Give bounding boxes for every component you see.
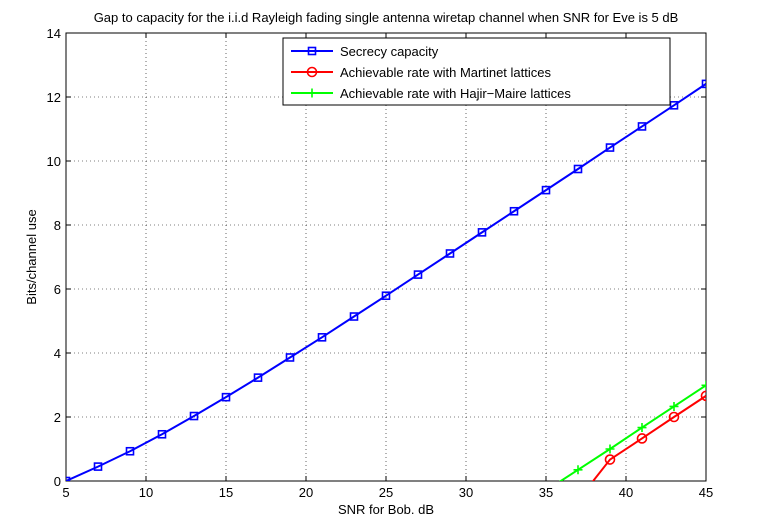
square-marker xyxy=(413,270,423,279)
legend-label: Achievable rate with Martinet lattices xyxy=(340,65,551,80)
series-line xyxy=(558,384,706,481)
square-marker xyxy=(381,291,391,301)
square-marker xyxy=(541,185,551,195)
square-marker xyxy=(317,333,327,342)
series-line xyxy=(66,83,706,481)
circle-marker xyxy=(700,390,706,402)
axis-ticks: 5 10 15 20 25 30 35 40 45 0 2 4 6 8 10 12 14 xyxy=(47,26,714,500)
x-axis-label: SNR for Bob. dB xyxy=(338,502,434,517)
circle-marker xyxy=(306,66,318,78)
circle-marker xyxy=(604,454,616,465)
square-marker xyxy=(307,46,317,56)
x-tick-label: 15 xyxy=(219,485,233,500)
square-marker xyxy=(189,411,199,421)
plus-marker xyxy=(605,444,615,454)
y-tick-label: 12 xyxy=(47,90,61,105)
square-marker xyxy=(125,446,135,456)
plus-marker xyxy=(701,380,706,390)
plus-marker xyxy=(669,401,679,411)
circle-marker xyxy=(636,433,648,444)
square-marker xyxy=(157,429,167,439)
y-axis-label: Bits/channel use xyxy=(24,209,39,304)
square-marker xyxy=(349,312,359,321)
plus-marker xyxy=(573,465,583,475)
x-tick-label: 35 xyxy=(539,485,553,500)
y-tick-label: 10 xyxy=(47,154,61,169)
legend: Secrecy capacity Achievable rate with Mar… xyxy=(282,37,671,106)
square-marker xyxy=(445,249,455,258)
square-marker xyxy=(253,373,263,382)
square-marker xyxy=(509,206,519,216)
series-line xyxy=(591,395,706,481)
legend-entry-1: Secrecy capacity xyxy=(291,44,439,59)
square-marker xyxy=(477,228,487,237)
square-marker xyxy=(605,143,615,152)
square-marker xyxy=(637,122,647,131)
legend-box xyxy=(282,37,671,106)
legend-entry-3: Achievable rate with Hajir−Maire lattice… xyxy=(291,86,571,101)
plus-marker xyxy=(307,88,317,98)
chart-title: Gap to capacity for the i.i.d Rayleigh f… xyxy=(94,10,679,25)
plus-marker xyxy=(637,423,647,433)
y-tick-label: 14 xyxy=(47,26,61,41)
x-tick-label: 20 xyxy=(299,485,313,500)
legend-label: Achievable rate with Hajir−Maire lattice… xyxy=(340,86,571,101)
series-group xyxy=(66,79,706,481)
circle-marker xyxy=(668,411,680,423)
square-marker xyxy=(285,353,295,362)
square-marker xyxy=(93,462,103,471)
series-3 xyxy=(558,380,706,481)
x-tick-label: 40 xyxy=(619,485,633,500)
legend-entry-2: Achievable rate with Martinet lattices xyxy=(291,65,551,80)
y-tick-label: 4 xyxy=(54,346,61,361)
y-tick-label: 8 xyxy=(54,218,61,233)
y-tick-label: 0 xyxy=(54,474,61,489)
x-tick-label: 45 xyxy=(699,485,713,500)
legend-label: Secrecy capacity xyxy=(340,44,439,59)
y-tick-label: 6 xyxy=(54,282,61,297)
y-tick-label: 2 xyxy=(54,410,61,425)
series-1 xyxy=(66,79,706,481)
x-tick-label: 5 xyxy=(62,485,69,500)
x-tick-label: 10 xyxy=(139,485,153,500)
square-marker xyxy=(573,164,583,174)
x-tick-label: 30 xyxy=(459,485,473,500)
series-2 xyxy=(591,390,706,481)
square-marker xyxy=(701,79,706,89)
x-tick-label: 25 xyxy=(379,485,393,500)
square-marker xyxy=(221,392,231,402)
